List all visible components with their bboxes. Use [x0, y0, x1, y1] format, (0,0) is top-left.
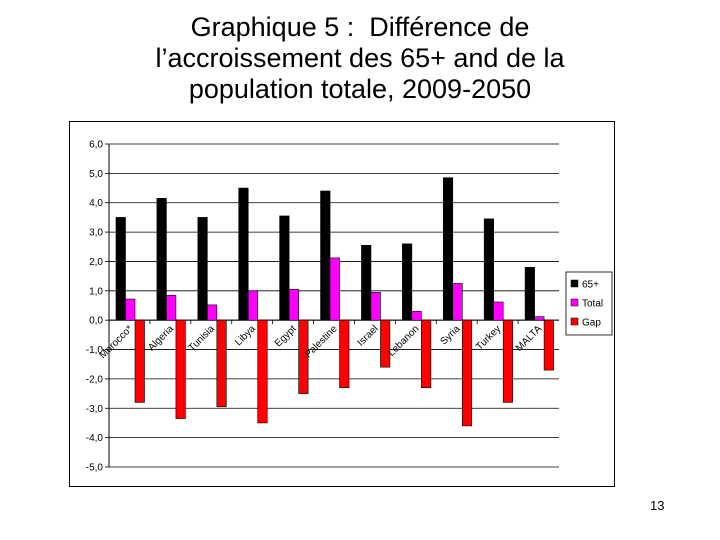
- legend-swatch: [570, 317, 579, 326]
- y-tick-label: 5,0: [89, 169, 103, 180]
- category-label: Turkey: [474, 324, 503, 353]
- bar-65+: [197, 217, 208, 321]
- y-tick-label: 1,0: [89, 286, 103, 297]
- category-label: Egypt: [273, 323, 299, 349]
- title-line-1: Graphique 5 : Différence de: [190, 12, 530, 42]
- bar-Total: [166, 294, 177, 321]
- bar-65+: [238, 187, 249, 321]
- y-tick-label: 6,0: [89, 140, 103, 151]
- bar-Total: [370, 291, 381, 321]
- bar-Total: [207, 304, 218, 321]
- bar-Gap: [502, 319, 513, 403]
- legend-swatch: [570, 298, 579, 307]
- y-tick-label: 3,0: [89, 228, 103, 239]
- bar-Gap: [461, 319, 473, 427]
- bar-Gap: [257, 319, 268, 424]
- bar-65+: [279, 215, 290, 321]
- bar-Gap: [134, 319, 145, 403]
- bar-Gap: [339, 319, 350, 389]
- title-line-3: population totale, 2009-2050: [188, 74, 532, 104]
- y-tick-label: -1,0: [86, 345, 104, 356]
- bar-65+: [361, 245, 372, 321]
- category-label: Libya: [233, 323, 258, 348]
- category-label: Algeria: [146, 323, 176, 353]
- category-label: Israel: [356, 324, 381, 349]
- bar-Gap: [216, 319, 227, 408]
- page-number: 13: [650, 498, 665, 513]
- bar-65+: [402, 243, 413, 321]
- y-tick-label: -3,0: [86, 404, 104, 415]
- y-tick-label: 0,0: [89, 316, 103, 327]
- legend-label: Gap: [582, 318, 601, 329]
- bar-Gap: [380, 319, 391, 368]
- bar-Total: [247, 290, 259, 321]
- legend-swatch: [570, 279, 579, 288]
- slide-title: Graphique 5 : Différence de l’accroissem…: [0, 12, 720, 105]
- bar-Total: [125, 298, 136, 321]
- bar-65+: [442, 177, 454, 321]
- bar-Total: [288, 289, 299, 321]
- bar-65+: [320, 190, 331, 321]
- category-label: Syria: [438, 323, 462, 347]
- y-tick-label: -4,0: [86, 433, 104, 444]
- legend-label: 65+: [582, 280, 599, 291]
- bar-65+: [524, 267, 535, 321]
- y-tick-label: -2,0: [86, 374, 104, 385]
- bar-chart: 6,0 5,0 4,0 3,0 2,0 1,0 0,0 -1,0 -2,0 -3,0 -4,0 -5,…: [86, 140, 613, 474]
- bar-65+: [115, 217, 126, 321]
- y-tick-label: 2,0: [89, 257, 103, 268]
- y-tick-label: -5,0: [86, 463, 104, 474]
- bar-Gap: [175, 319, 186, 419]
- legend-label: Total: [582, 299, 603, 310]
- bar-65+: [156, 198, 167, 321]
- chart-frame: 6,0 5,0 4,0 3,0 2,0 1,0 0,0 -1,0 -2,0 -3,0 -4,0 -5,…: [69, 121, 615, 487]
- bar-Total: [411, 311, 422, 321]
- category-label: Lebanon: [386, 324, 421, 359]
- title-line-2: l’accroissement des 65+ and de la: [155, 43, 565, 73]
- bar-Total: [534, 316, 545, 321]
- bar-Total: [329, 257, 340, 321]
- bar-Gap: [421, 319, 432, 389]
- y-tick-label: 4,0: [89, 198, 103, 209]
- bar-Total: [493, 301, 504, 321]
- bar-Total: [452, 283, 463, 321]
- bar-65+: [483, 218, 494, 321]
- category-label: Morocco*: [97, 323, 135, 361]
- bar-Gap: [543, 319, 554, 371]
- bar-Gap: [298, 319, 309, 394]
